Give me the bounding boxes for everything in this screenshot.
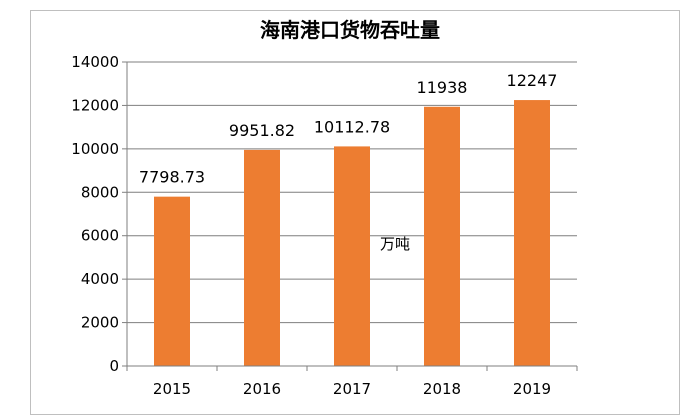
bar <box>514 100 550 367</box>
x-tick-label: 2016 <box>243 380 281 398</box>
y-tick-label: 6000 <box>81 227 119 245</box>
bars <box>154 100 550 367</box>
data-label: 12247 <box>507 71 558 90</box>
y-tick-label: 0 <box>109 357 119 375</box>
bar <box>154 196 190 366</box>
data-label: 9951.82 <box>229 121 295 140</box>
data-label: 7798.73 <box>139 168 205 187</box>
x-tick-label: 2017 <box>333 380 371 398</box>
data-labels: 7798.73 9951.82 10112.78 11938 12247 <box>139 71 558 187</box>
axes <box>126 62 578 371</box>
x-tick-label: 2015 <box>153 380 191 398</box>
y-tick-label: 8000 <box>81 183 119 201</box>
y-tick-label: 4000 <box>81 270 119 288</box>
data-label: 11938 <box>417 78 468 97</box>
unit-annotation: 万吨 <box>380 235 410 253</box>
x-tick-label: 2018 <box>423 380 461 398</box>
unit-label: 万吨 <box>380 235 410 253</box>
bar <box>424 106 460 367</box>
bar <box>244 149 280 366</box>
y-tick-label: 2000 <box>81 314 119 332</box>
y-tick-label: 14000 <box>71 53 119 71</box>
y-tick-label: 10000 <box>71 140 119 158</box>
x-axis-ticks: 2015 2016 2017 2018 2019 <box>153 380 551 398</box>
bar <box>334 146 370 366</box>
data-label: 10112.78 <box>314 117 390 136</box>
y-axis-ticks: 0 2000 4000 6000 8000 10000 12000 14000 <box>71 53 127 375</box>
x-tick-label: 2019 <box>513 380 551 398</box>
chart-title: 海南港口货物吞吐量 <box>260 18 440 42</box>
y-tick-label: 12000 <box>71 96 119 114</box>
